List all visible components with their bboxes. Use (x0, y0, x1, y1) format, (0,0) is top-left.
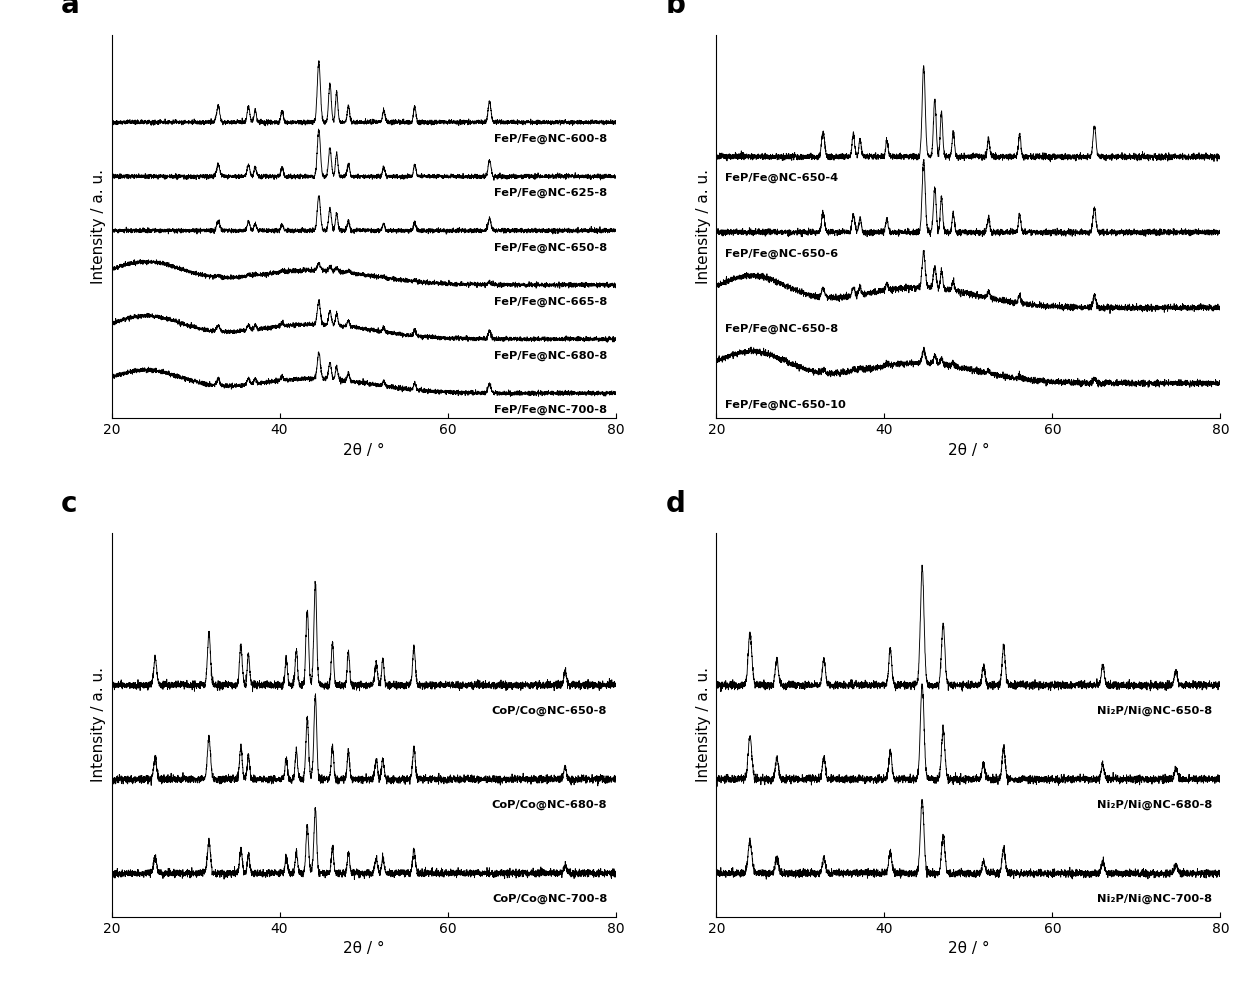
X-axis label: 2θ / °: 2θ / ° (948, 941, 989, 956)
X-axis label: 2θ / °: 2θ / ° (343, 941, 384, 956)
Text: d: d (665, 490, 686, 518)
Text: FeP/Fe@NC-625-8: FeP/Fe@NC-625-8 (494, 188, 607, 198)
Text: Ni₂P/Ni@NC-700-8: Ni₂P/Ni@NC-700-8 (1097, 894, 1212, 904)
Text: FeP/Fe@NC-650-4: FeP/Fe@NC-650-4 (725, 173, 838, 183)
Text: FeP/Fe@NC-665-8: FeP/Fe@NC-665-8 (494, 296, 607, 306)
Text: Ni₂P/Ni@NC-650-8: Ni₂P/Ni@NC-650-8 (1097, 706, 1212, 716)
Y-axis label: Intensity / a. u.: Intensity / a. u. (696, 168, 711, 284)
Text: CoP/Co@NC-680-8: CoP/Co@NC-680-8 (492, 800, 607, 810)
Text: a: a (61, 0, 79, 20)
Text: b: b (665, 0, 686, 20)
Text: Ni₂P/Ni@NC-680-8: Ni₂P/Ni@NC-680-8 (1097, 800, 1212, 810)
Text: FeP/Fe@NC-650-8: FeP/Fe@NC-650-8 (494, 242, 607, 253)
Text: FeP/Fe@NC-650-6: FeP/Fe@NC-650-6 (725, 249, 838, 259)
Y-axis label: Intensity / a. u.: Intensity / a. u. (90, 168, 107, 284)
Text: CoP/Co@NC-700-8: CoP/Co@NC-700-8 (492, 894, 607, 904)
Y-axis label: Intensity / a. u.: Intensity / a. u. (90, 667, 107, 783)
Text: FeP/Fe@NC-700-8: FeP/Fe@NC-700-8 (494, 404, 607, 415)
Text: FeP/Fe@NC-680-8: FeP/Fe@NC-680-8 (494, 351, 607, 361)
Text: c: c (61, 490, 78, 518)
Text: FeP/Fe@NC-600-8: FeP/Fe@NC-600-8 (494, 134, 607, 144)
Text: FeP/Fe@NC-650-8: FeP/Fe@NC-650-8 (725, 324, 838, 334)
X-axis label: 2θ / °: 2θ / ° (948, 443, 989, 458)
X-axis label: 2θ / °: 2θ / ° (343, 443, 384, 458)
Text: FeP/Fe@NC-650-10: FeP/Fe@NC-650-10 (725, 399, 846, 410)
Y-axis label: Intensity / a. u.: Intensity / a. u. (696, 667, 711, 783)
Text: CoP/Co@NC-650-8: CoP/Co@NC-650-8 (492, 706, 607, 716)
